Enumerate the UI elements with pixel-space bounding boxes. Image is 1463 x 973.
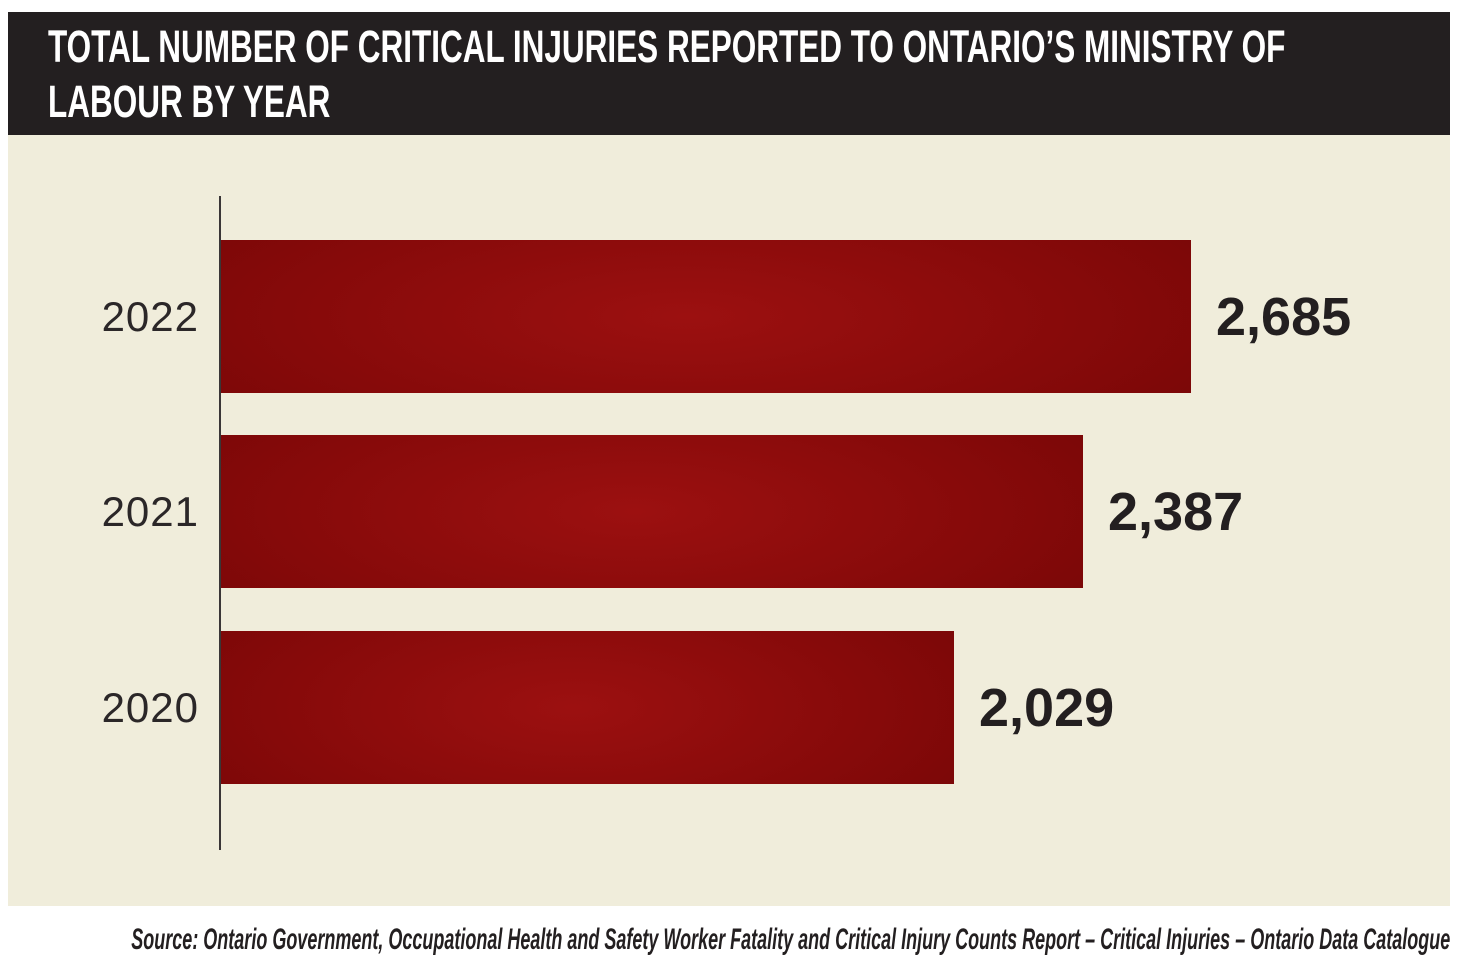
bar-row-2021: 2021 2,387 <box>8 435 1243 588</box>
bar-2022 <box>221 240 1191 393</box>
value-label-2020: 2,029 <box>979 677 1115 738</box>
plot-area: 2022 2,685 2021 2,387 2020 2,029 <box>8 135 1450 906</box>
source-band: Source: Ontario Government, Occupational… <box>0 906 1450 973</box>
chart-title-line-1: TOTAL NUMBER OF CRITICAL INJURIES REPORT… <box>48 21 1286 72</box>
bar-2021 <box>221 435 1083 588</box>
chart-title-line-2: LABOUR BY YEAR <box>48 76 331 127</box>
year-label-2020: 2020 <box>101 683 199 731</box>
value-label-2021: 2,387 <box>1108 481 1244 542</box>
bar-row-2022: 2022 2,685 <box>8 240 1351 393</box>
value-label-2022: 2,685 <box>1216 286 1352 347</box>
bar-row-2020: 2020 2,029 <box>8 631 1114 784</box>
bar-2020 <box>221 631 954 784</box>
year-label-2022: 2022 <box>101 292 199 340</box>
chart-title: TOTAL NUMBER OF CRITICAL INJURIES REPORT… <box>48 19 1285 129</box>
year-label-2021: 2021 <box>101 487 199 535</box>
y-axis-line <box>219 196 221 850</box>
chart-title-band: TOTAL NUMBER OF CRITICAL INJURIES REPORT… <box>8 12 1450 135</box>
source-attribution: Source: Ontario Government, Occupational… <box>131 922 1450 956</box>
